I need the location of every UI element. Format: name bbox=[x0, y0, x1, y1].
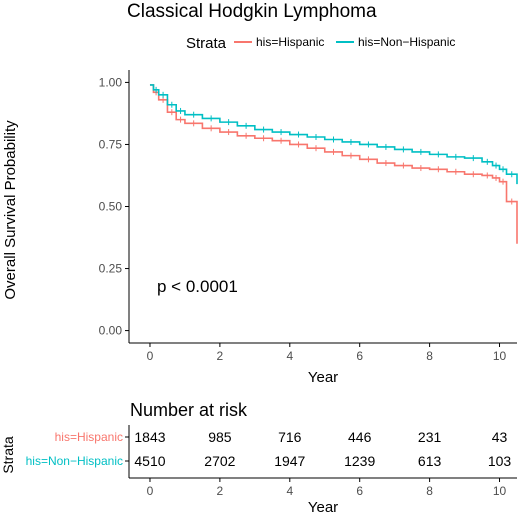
y-tick-label: 0.75 bbox=[99, 137, 123, 151]
risk-cell: 1239 bbox=[344, 453, 375, 469]
chart-title: Classical Hodgkin Lymphoma bbox=[127, 1, 377, 22]
risk-table-title: Number at risk bbox=[130, 400, 248, 420]
risk-x-tick-label: 2 bbox=[217, 484, 224, 498]
legend-title: Strata bbox=[186, 35, 227, 52]
y-axis-label: Overall Survival Probability bbox=[2, 120, 19, 300]
survival-curves bbox=[149, 84, 518, 244]
y-tick-label: 0.50 bbox=[99, 200, 123, 214]
risk-cell: 716 bbox=[278, 429, 302, 445]
y-tick-label: 0.25 bbox=[99, 262, 123, 276]
risk-cell: 1947 bbox=[274, 453, 305, 469]
risk-cell: 1843 bbox=[134, 429, 165, 445]
risk-table-x-label: Year bbox=[308, 499, 338, 515]
plot-axes: 0.00 0.25 0.50 0.75 1.00 0 2 4 6 8 10 bbox=[99, 70, 517, 363]
risk-cell: 43 bbox=[492, 429, 508, 445]
risk-row-label: his=Hispanic bbox=[55, 430, 123, 444]
risk-cell: 446 bbox=[348, 429, 372, 445]
risk-cell: 985 bbox=[208, 429, 232, 445]
x-tick-label: 8 bbox=[426, 349, 433, 363]
p-value-annotation: p < 0.0001 bbox=[157, 277, 238, 296]
x-axis-label: Year bbox=[308, 369, 338, 386]
risk-table: his=Hispanic 1843 985 716 446 231 43 his=Non−Hi… bbox=[26, 425, 517, 498]
risk-x-tick-label: 0 bbox=[147, 484, 154, 498]
y-tick-label: 0.00 bbox=[99, 324, 123, 338]
risk-cell: 103 bbox=[488, 453, 512, 469]
risk-table-strata-label: Strata bbox=[0, 436, 16, 474]
risk-cell: 2702 bbox=[204, 453, 235, 469]
risk-cell: 4510 bbox=[134, 453, 165, 469]
risk-x-tick-label: 10 bbox=[493, 484, 507, 498]
legend: Strata his=Hispanic his=Non−Hispanic bbox=[186, 35, 455, 52]
x-tick-label: 6 bbox=[356, 349, 363, 363]
x-tick-label: 0 bbox=[147, 349, 154, 363]
risk-x-tick-label: 6 bbox=[356, 484, 363, 498]
curve-hispanic bbox=[149, 84, 518, 244]
x-tick-label: 2 bbox=[217, 349, 224, 363]
y-tick-label: 1.00 bbox=[99, 75, 123, 89]
risk-cell: 231 bbox=[418, 429, 442, 445]
risk-cell: 613 bbox=[418, 453, 442, 469]
risk-x-tick-label: 8 bbox=[426, 484, 433, 498]
x-tick-label: 10 bbox=[493, 349, 507, 363]
curve-non-hispanic bbox=[149, 84, 518, 185]
risk-x-tick-label: 4 bbox=[286, 484, 293, 498]
risk-row-label: his=Non−Hispanic bbox=[26, 454, 123, 468]
legend-label-hispanic: his=Hispanic bbox=[256, 35, 324, 49]
legend-label-non-hispanic: his=Non−Hispanic bbox=[358, 35, 455, 49]
x-tick-label: 4 bbox=[286, 349, 293, 363]
